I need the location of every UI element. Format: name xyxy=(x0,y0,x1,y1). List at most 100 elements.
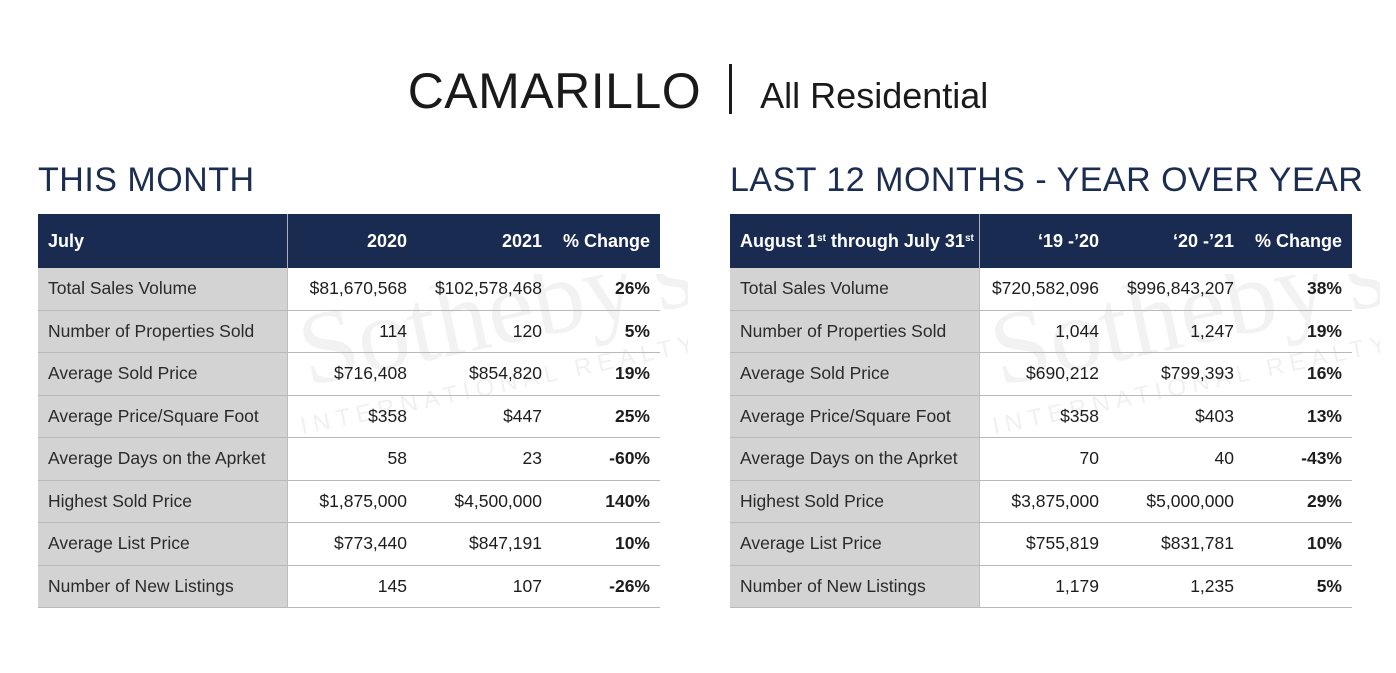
value-prior: 1,044 xyxy=(979,310,1109,353)
table-row: Average Sold Price $716,408 $854,820 19% xyxy=(38,352,660,396)
page-header: CAMARILLO All Residential xyxy=(0,62,1396,120)
row-label: Average Price/Square Foot xyxy=(730,395,980,438)
value-current: $996,843,207 xyxy=(1109,268,1244,311)
value-prior: $358 xyxy=(979,395,1109,438)
pct-change: 25% xyxy=(552,395,660,438)
table-row: Number of New Listings 1,179 1,235 5% xyxy=(730,565,1352,608)
table-row: Number of New Listings 145 107 -26% xyxy=(38,565,660,608)
table-row: Average Days on the Aprket 58 23 -60% xyxy=(38,437,660,481)
last-12-months-title: LAST 12 MONTHS - YEAR OVER YEAR xyxy=(730,161,1364,199)
header-year-2020: 2020 xyxy=(287,214,417,268)
header-period: July xyxy=(38,214,288,268)
row-label: Average Sold Price xyxy=(38,352,288,396)
value-current: 1,247 xyxy=(1109,310,1244,353)
table-row: Average List Price $773,440 $847,191 10% xyxy=(38,522,660,566)
header-period-20-21: ‘20 -’21 xyxy=(1109,214,1244,268)
pct-change: 16% xyxy=(1244,352,1352,396)
pct-change: 19% xyxy=(1244,310,1352,353)
value-prior: $358 xyxy=(287,395,417,438)
value-current: 107 xyxy=(417,565,552,608)
city-title: CAMARILLO xyxy=(407,63,702,119)
table-header-row: August 1st through July 31st ‘19 -’20 ‘2… xyxy=(730,214,1352,268)
subtitle: All Residential xyxy=(760,75,989,116)
pct-change: 10% xyxy=(1244,522,1352,566)
row-label: Number of New Listings xyxy=(38,565,288,608)
pct-change: 5% xyxy=(1244,565,1352,608)
table-row: Highest Sold Price $3,875,000 $5,000,000 29… xyxy=(730,480,1352,523)
value-prior: $3,875,000 xyxy=(979,480,1109,523)
row-label: Average Days on the Aprket xyxy=(38,437,288,481)
row-label: Highest Sold Price xyxy=(730,480,980,523)
value-prior: 114 xyxy=(287,310,417,353)
last-12-months-rows: Total Sales Volume $720,582,096 $996,843,2… xyxy=(730,268,1352,608)
table-row: Average Days on the Aprket 70 40 -43% xyxy=(730,437,1352,481)
value-prior: $1,875,000 xyxy=(287,480,417,523)
this-month-rows: Total Sales Volume $81,670,568 $102,578,46… xyxy=(38,268,660,608)
table-row: Average Price/Square Foot $358 $403 13% xyxy=(730,395,1352,438)
row-label: Number of Properties Sold xyxy=(730,310,980,353)
pct-change: 19% xyxy=(552,352,660,396)
value-current: 120 xyxy=(417,310,552,353)
row-label: Average List Price xyxy=(38,522,288,566)
value-prior: 145 xyxy=(287,565,417,608)
value-current: $799,393 xyxy=(1109,352,1244,396)
value-prior: $716,408 xyxy=(287,352,417,396)
row-label: Highest Sold Price xyxy=(38,480,288,523)
pct-change: -43% xyxy=(1244,437,1352,481)
table-row: Average List Price $755,819 $831,781 10% xyxy=(730,522,1352,566)
value-prior: 58 xyxy=(287,437,417,481)
this-month-table: July 2020 2021 % Change Total Sales Volu… xyxy=(38,214,660,608)
pct-change: 13% xyxy=(1244,395,1352,438)
value-current: $847,191 xyxy=(417,522,552,566)
last-12-months-table: August 1st through July 31st ‘19 -’20 ‘2… xyxy=(730,214,1352,608)
row-label: Total Sales Volume xyxy=(730,268,980,311)
title-separator xyxy=(729,64,733,114)
value-current: 40 xyxy=(1109,437,1244,481)
value-current: $5,000,000 xyxy=(1109,480,1244,523)
value-prior: 1,179 xyxy=(979,565,1109,608)
table-row: Number of Properties Sold 114 120 5% xyxy=(38,310,660,353)
table-header-row: July 2020 2021 % Change xyxy=(38,214,660,268)
row-label: Average List Price xyxy=(730,522,980,566)
row-label: Number of Properties Sold xyxy=(38,310,288,353)
pct-change: 29% xyxy=(1244,480,1352,523)
row-label: Average Sold Price xyxy=(730,352,980,396)
value-current: $102,578,468 xyxy=(417,268,552,311)
this-month-title: THIS MONTH xyxy=(38,161,255,199)
value-current: $831,781 xyxy=(1109,522,1244,566)
value-current: $4,500,000 xyxy=(417,480,552,523)
last-12-months-section: LAST 12 MONTHS - YEAR OVER YEAR Sotheby'… xyxy=(730,158,1380,608)
pct-change: -26% xyxy=(552,565,660,608)
table-row: Total Sales Volume $720,582,096 $996,843,2… xyxy=(730,268,1352,311)
pct-change: -60% xyxy=(552,437,660,481)
value-current: $447 xyxy=(417,395,552,438)
header-period-19-20: ‘19 -’20 xyxy=(979,214,1109,268)
header-period: August 1st through July 31st xyxy=(730,214,980,268)
table-row: Average Price/Square Foot $358 $447 25% xyxy=(38,395,660,438)
row-label: Average Price/Square Foot xyxy=(38,395,288,438)
table-row: Total Sales Volume $81,670,568 $102,578,46… xyxy=(38,268,660,311)
value-prior: $690,212 xyxy=(979,352,1109,396)
value-current: $854,820 xyxy=(417,352,552,396)
value-prior: $81,670,568 xyxy=(287,268,417,311)
this-month-section: THIS MONTH Sotheby's INTERNATIONAL REALT… xyxy=(38,158,688,608)
pct-change: 5% xyxy=(552,310,660,353)
pct-change: 10% xyxy=(552,522,660,566)
pct-change: 38% xyxy=(1244,268,1352,311)
value-prior: 70 xyxy=(979,437,1109,481)
value-prior: $755,819 xyxy=(979,522,1109,566)
header-year-2021: 2021 xyxy=(417,214,552,268)
pct-change: 140% xyxy=(552,480,660,523)
header-pct-change: % Change xyxy=(1244,214,1352,268)
value-current: $403 xyxy=(1109,395,1244,438)
table-row: Number of Properties Sold 1,044 1,247 19% xyxy=(730,310,1352,353)
table-row: Average Sold Price $690,212 $799,393 16% xyxy=(730,352,1352,396)
table-row: Highest Sold Price $1,875,000 $4,500,000 14… xyxy=(38,480,660,523)
value-current: 23 xyxy=(417,437,552,481)
value-prior: $720,582,096 xyxy=(979,268,1109,311)
row-label: Average Days on the Aprket xyxy=(730,437,980,481)
value-current: 1,235 xyxy=(1109,565,1244,608)
row-label: Total Sales Volume xyxy=(38,268,288,311)
pct-change: 26% xyxy=(552,268,660,311)
row-label: Number of New Listings xyxy=(730,565,980,608)
